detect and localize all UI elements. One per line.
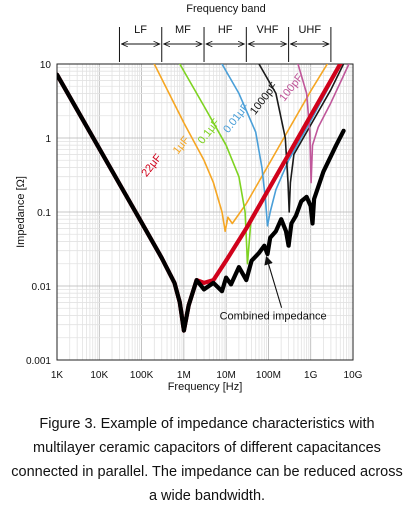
combined-impedance-annotation: Combined impedance	[220, 255, 327, 323]
band-label: HF	[218, 24, 233, 36]
y-axis-ticks: 0.001 0.01 0.1 1 10	[26, 60, 51, 367]
frequency-band-ruler: LF MF HF VHF UHF	[118, 24, 332, 62]
x-tick-label: 10K	[90, 370, 108, 381]
annotation-arrow	[264, 255, 283, 308]
band-label: VHF	[256, 24, 278, 36]
y-tick-label: 0.1	[37, 208, 51, 219]
y-tick-label: 0.001	[26, 356, 51, 367]
x-axis-title: Frequency [Hz]	[168, 381, 243, 393]
impedance-curve	[221, 64, 342, 227]
plot-frame	[56, 63, 354, 361]
x-tick-label: 100M	[256, 370, 281, 381]
x-tick-label: 10M	[216, 370, 235, 381]
impedance-curve	[297, 64, 350, 184]
figure-caption: Figure 3. Example of impedance character…	[0, 412, 414, 508]
x-tick-label: 1K	[51, 370, 64, 381]
impedance-chart: Frequency band LF MF HF VHF UHF 1K 10K 100K 1M 1…	[15, 3, 363, 393]
impedance-curve	[153, 64, 329, 232]
caption-line: Figure 3. Example of impedance character…	[39, 416, 375, 432]
caption-line: multilayer ceramic capacitors of differe…	[33, 440, 381, 456]
x-tick-label: 1M	[177, 370, 191, 381]
caption-line: a wide bandwidth.	[148, 488, 266, 504]
y-tick-label: 10	[40, 60, 52, 71]
y-axis-title: Impedance [Ω]	[15, 176, 27, 248]
y-tick-label: 1	[45, 134, 51, 145]
x-tick-label: 1G	[304, 370, 318, 381]
band-label: UHF	[298, 24, 321, 36]
band-label: LF	[134, 24, 147, 36]
impedance-curve	[57, 72, 346, 333]
frequency-band-title: Frequency band	[186, 3, 266, 15]
caption-line: connected in parallel. The impedance can…	[11, 464, 403, 480]
annotation-label: Combined impedance	[220, 311, 327, 323]
grid-lines	[57, 64, 353, 360]
x-tick-label: 10G	[344, 370, 363, 381]
y-tick-label: 0.01	[32, 282, 52, 293]
x-tick-label: 100K	[130, 370, 154, 381]
band-label: MF	[175, 24, 191, 36]
curve-label: 22μF	[139, 152, 164, 180]
impedance-curve	[258, 64, 345, 213]
impedance-curves	[57, 64, 350, 333]
x-axis-ticks: 1K 10K 100K 1M 10M 100M 1G 10G	[51, 370, 363, 381]
curve-label: 1μF	[171, 134, 192, 157]
